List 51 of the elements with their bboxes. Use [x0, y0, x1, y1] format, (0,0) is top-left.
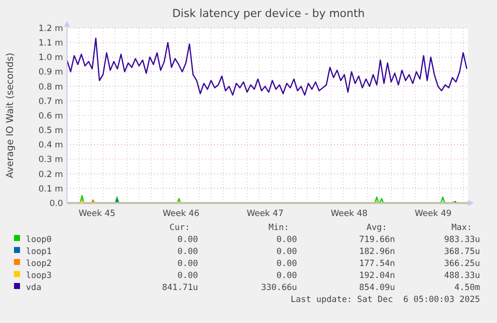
text: 330.66u: [261, 283, 297, 293]
text: 0.00: [276, 235, 297, 245]
y-tick-label: 1.1 m: [38, 38, 63, 49]
legend-label: loop3: [26, 271, 52, 281]
y-tick-label: 0.4 m: [38, 140, 63, 151]
x-tick-label: Week 45: [78, 209, 116, 219]
y-tick-label: 0.2 m: [38, 170, 63, 180]
text: 368.75u: [444, 247, 480, 257]
text: 0.00: [178, 247, 198, 257]
legend-label: loop1: [26, 247, 52, 257]
x-tick-label: Week 46: [162, 209, 200, 219]
y-axis-title: Average IO Wait (seconds): [5, 52, 16, 178]
text: 0.00: [178, 271, 198, 281]
text: 366.25u: [444, 259, 480, 269]
line-series: [66, 38, 468, 96]
text: 0.00: [276, 259, 297, 269]
text: 0.00: [178, 235, 198, 245]
text: 192.04n: [359, 271, 395, 281]
text: 719.66n: [359, 235, 395, 245]
x-tick-label: Week 48: [330, 209, 368, 219]
chart-title: Disk latency per device - by month: [172, 7, 365, 20]
y-tick-label: 0.3 m: [38, 155, 63, 166]
legend-label: loop2: [26, 259, 52, 269]
y-tick-label: 0.8 m: [38, 82, 63, 92]
text: Min:: [268, 223, 289, 233]
y-tick-label: 0.7 m: [38, 96, 63, 107]
text: 182.96n: [359, 247, 395, 257]
x-tick-label: Week 49: [414, 209, 452, 219]
text: 488.33u: [444, 271, 480, 281]
y-tick-label: 1.2 m: [38, 24, 63, 34]
x-tick-label: Week 47: [246, 209, 284, 219]
legend-label: vda: [26, 283, 42, 293]
y-tick-label: 0.9 m: [38, 68, 63, 78]
text: 983.33u: [444, 235, 480, 245]
text: Avg:: [366, 223, 387, 233]
text: 841.71u: [162, 283, 198, 293]
text: Last update: Sat Dec 6 05:00:03 2025: [290, 295, 480, 305]
y-tick-label: 0.1 m: [38, 184, 63, 194]
text: 0.00: [276, 247, 297, 257]
y-tick-label: 0.5 m: [38, 126, 63, 136]
y-tick-label: 0.0: [49, 198, 63, 209]
text: 0.00: [276, 271, 297, 281]
text: Cur:: [170, 223, 190, 233]
y-tick-label: 1.0 m: [38, 53, 63, 64]
text: 4.50m: [454, 283, 480, 293]
text: 177.54n: [359, 259, 395, 269]
y-tick-label: 0.6 m: [38, 111, 63, 122]
text: 854.09u: [359, 283, 395, 293]
legend-label: loop0: [26, 235, 52, 245]
text: 0.00: [178, 259, 198, 269]
text: Max:: [452, 223, 472, 233]
